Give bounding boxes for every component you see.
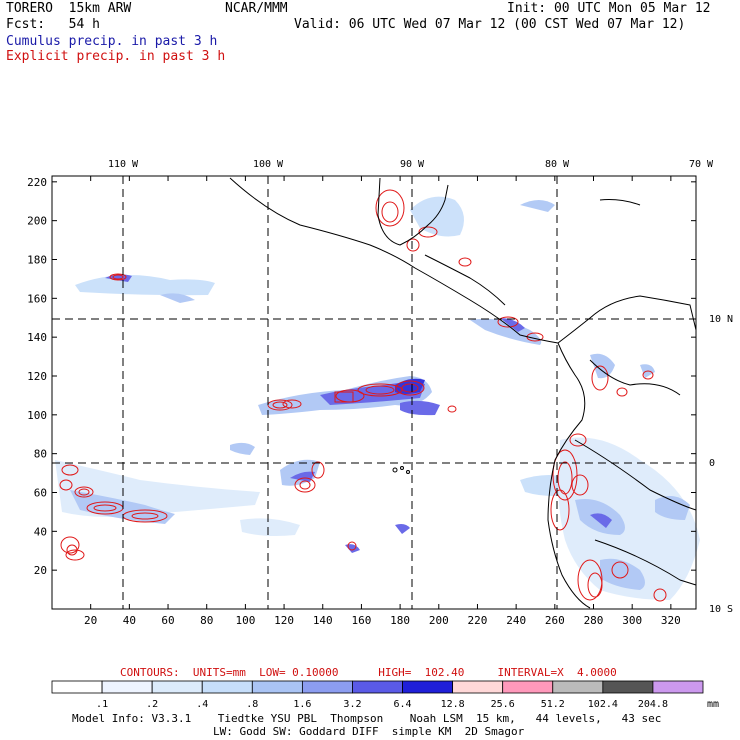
physics-info: LW: Godd SW: Goddard DIFF simple KM 2D S… (213, 725, 525, 738)
colorbar-swatch (502, 680, 554, 694)
x-tick-label: 20 (84, 614, 97, 627)
y-tick-label: 60 (34, 486, 47, 499)
contours-label: CONTOURS: UNITS=mm LOW= 0.10000 HIGH= 10… (120, 666, 617, 679)
x-tick-label: 100 (235, 614, 255, 627)
x-tick-label: 160 (351, 614, 371, 627)
colorbar: .1 .2 .4 .8 1.6 3.2 6.4 12.8 25.6 51.2 102.4 204.8 m… (51, 680, 719, 710)
lon-label: 100 W (253, 159, 284, 170)
cumulus-legend: Cumulus precip. in past 3 h (6, 34, 218, 49)
x-tick-label: 200 (429, 614, 449, 627)
explicit-legend: Explicit precip. in past 3 h (6, 49, 226, 64)
y-tick-label: 100 (27, 409, 47, 422)
longitude-labels: 110 W 100 W 90 W 80 W 70 W (108, 159, 714, 170)
colorbar-level: .2 (146, 699, 158, 710)
explicit-precip-contours (59, 189, 667, 602)
latlon-grid (52, 176, 696, 609)
colorbar-swatch (251, 680, 303, 694)
lat-label: 0 (709, 458, 715, 469)
y-tick-label: 20 (34, 564, 47, 577)
y-tick-label: 160 (27, 292, 47, 305)
x-tick-label: 60 (161, 614, 174, 627)
colorbar-swatch (602, 680, 654, 694)
init-time: Init: 00 UTC Mon 05 Mar 12 (507, 1, 711, 16)
y-tick-label: 180 (27, 253, 47, 266)
y-tick-label: 140 (27, 331, 47, 344)
coastlines (229, 177, 697, 609)
lat-label: 10 S (709, 604, 733, 615)
lon-label: 80 W (545, 159, 570, 170)
x-tick-label: 240 (506, 614, 526, 627)
colorbar-level: .1 (96, 699, 108, 710)
colorbar-level: 6.4 (394, 699, 412, 710)
lon-label: 110 W (108, 159, 139, 170)
org-label: NCAR/MMM (225, 1, 288, 16)
colorbar-swatch (301, 680, 353, 694)
colorbar-swatch (652, 680, 704, 694)
x-tick-label: 80 (200, 614, 213, 627)
plot-frame (51, 175, 697, 610)
colorbar-swatch (151, 680, 203, 694)
model-info: Model Info: V3.3.1 Tiedtke YSU PBL Thomp… (72, 712, 662, 725)
cumulus-precip-field (55, 196, 700, 600)
x-tick-label: 140 (313, 614, 333, 627)
colorbar-level: 102.4 (588, 699, 618, 710)
x-tick-label: 40 (123, 614, 136, 627)
colorbar-swatch (552, 680, 604, 694)
y-tick-label: 200 (27, 215, 47, 228)
colorbar-swatch (201, 680, 253, 694)
x-tick-label: 300 (622, 614, 642, 627)
forecast-hour: Fcst: 54 h (6, 17, 100, 32)
colorbar-level: .4 (196, 699, 208, 710)
y-tick-label: 120 (27, 370, 47, 383)
colorbar-level: 25.6 (491, 699, 515, 710)
x-axis-ticks: 20 40 60 80 100 120 140 160 180 200 220 240 260 280 30… (84, 176, 681, 627)
y-tick-label: 80 (34, 448, 47, 461)
lon-label: 90 W (400, 159, 425, 170)
colorbar-swatch (51, 680, 103, 694)
colorbar-level: 51.2 (541, 699, 565, 710)
x-tick-label: 260 (545, 614, 565, 627)
colorbar-level: 3.2 (343, 699, 361, 710)
y-tick-label: 220 (27, 176, 47, 189)
colorbar-level: 12.8 (441, 699, 465, 710)
x-tick-label: 180 (390, 614, 410, 627)
valid-time: Valid: 06 UTC Wed 07 Mar 12 (00 CST Wed … (294, 17, 686, 32)
colorbar-swatch (101, 680, 153, 694)
lon-label: 70 W (689, 159, 714, 170)
colorbar-unit: mm (707, 699, 719, 710)
latitude-labels: 10 N 0 10 S (709, 314, 733, 615)
colorbar-swatch (452, 680, 504, 694)
colorbar-level: 1.6 (293, 699, 311, 710)
y-tick-label: 40 (34, 525, 47, 538)
x-tick-label: 120 (274, 614, 294, 627)
x-tick-label: 220 (468, 614, 488, 627)
x-tick-label: 320 (661, 614, 681, 627)
colorbar-swatch (352, 680, 403, 694)
colorbar-swatch (402, 680, 454, 694)
y-axis-ticks: 20 40 60 80 100 120 140 160 180 200 220 (27, 176, 696, 577)
x-tick-label: 280 (584, 614, 604, 627)
colorbar-level: 204.8 (638, 699, 668, 710)
lat-label: 10 N (709, 314, 733, 325)
colorbar-level: .8 (246, 699, 258, 710)
model-name: TORERO 15km ARW (6, 1, 132, 16)
